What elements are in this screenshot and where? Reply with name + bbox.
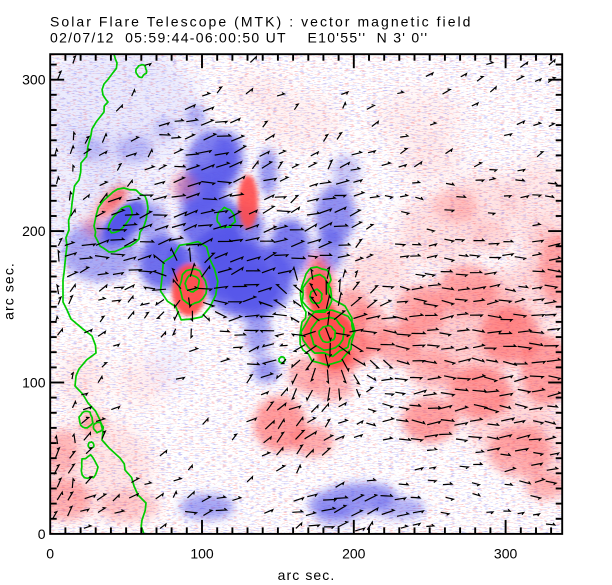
svg-text:arc sec.: arc sec.	[278, 567, 336, 583]
svg-text:300: 300	[22, 72, 46, 88]
svg-text:arc sec.: arc sec.	[1, 262, 17, 320]
svg-text:100: 100	[22, 375, 46, 391]
svg-text:200: 200	[342, 546, 366, 562]
svg-text:0: 0	[46, 546, 54, 562]
svg-text:Solar Flare Telescope (MTK) :: Solar Flare Telescope (MTK) : vector mag…	[50, 14, 473, 30]
svg-text:02/07/12 05:59:44-06:00:50 UT: 02/07/12 05:59:44-06:00:50 UT E10'55'' N…	[50, 30, 428, 46]
svg-text:100: 100	[190, 546, 214, 562]
svg-text:0: 0	[38, 526, 46, 542]
svg-text:200: 200	[22, 223, 46, 239]
svg-text:300: 300	[494, 546, 518, 562]
